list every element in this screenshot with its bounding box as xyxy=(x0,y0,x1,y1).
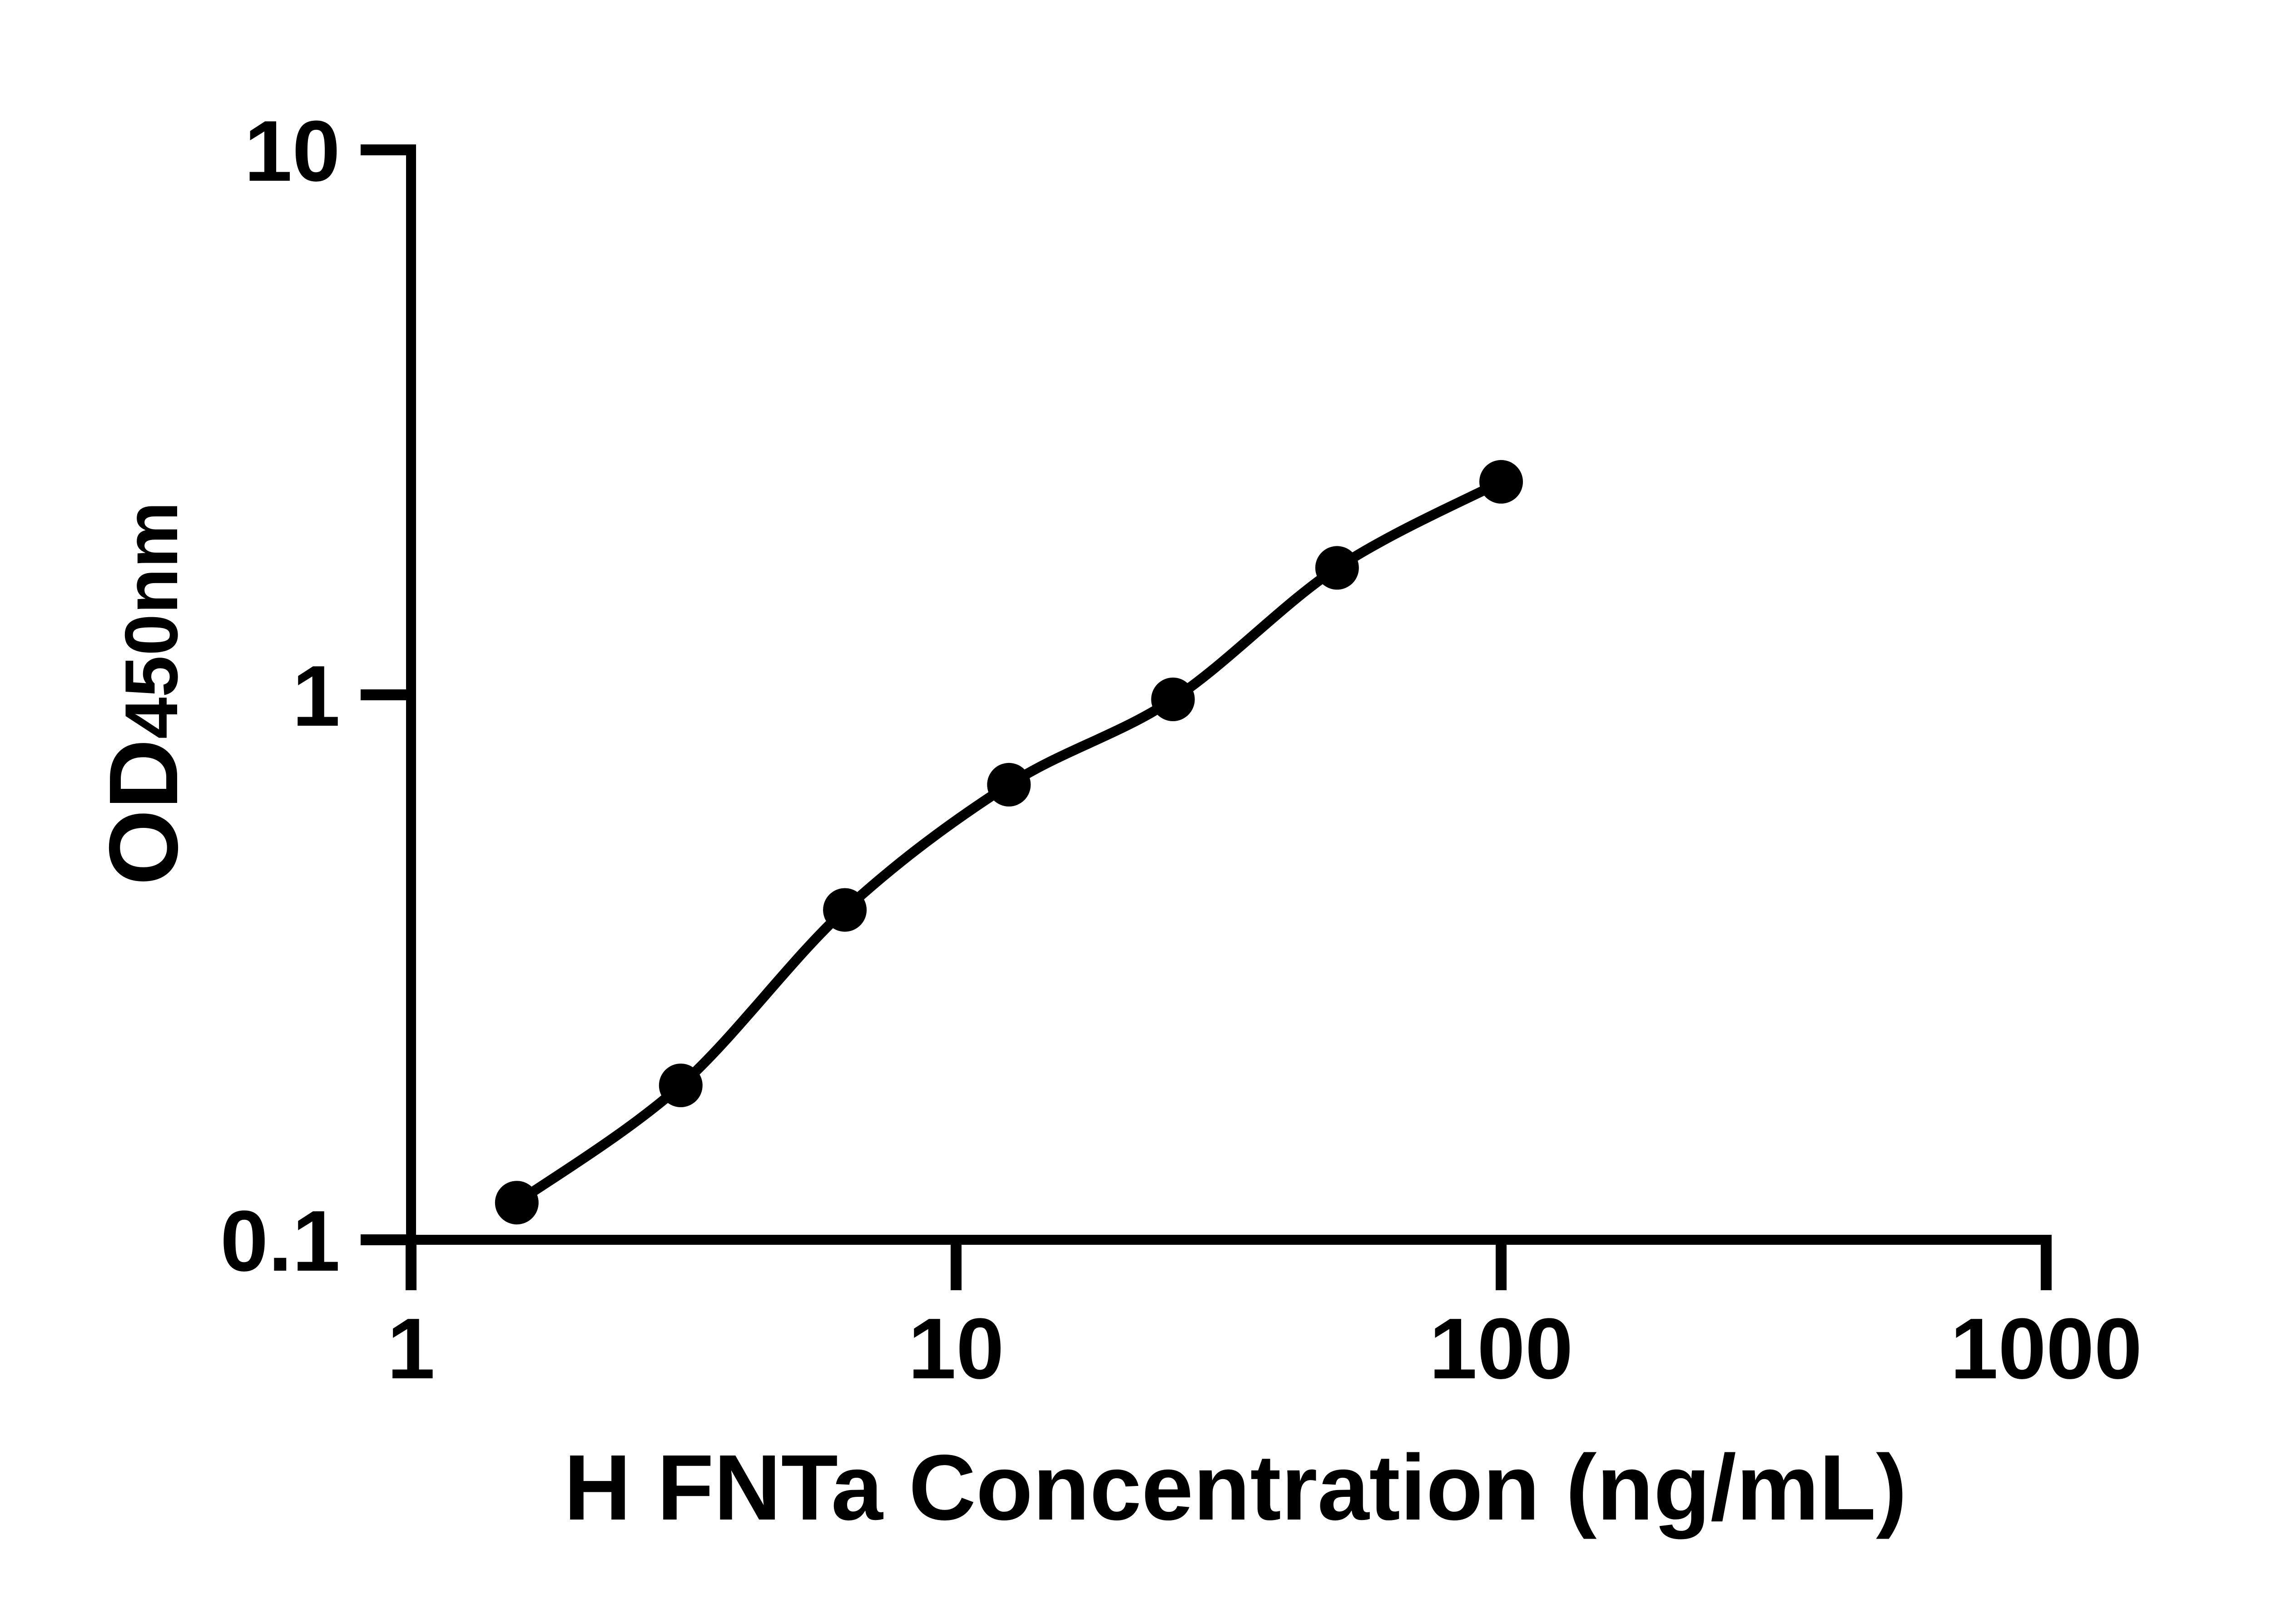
data-points xyxy=(495,460,1523,1225)
data-point-marker xyxy=(1315,546,1359,590)
axes xyxy=(406,144,2052,1245)
data-point-marker xyxy=(659,1064,703,1107)
y-axis-tick-labels: 0.1 1 10 xyxy=(220,103,340,1289)
data-point-marker xyxy=(1479,460,1523,504)
x-axis-ticks xyxy=(406,1240,2052,1290)
x-axis-title: H FNTa Concentration (ng/mL) xyxy=(564,1436,1907,1540)
y-axis-ticks xyxy=(361,144,411,1245)
y-axis-title-subscript: 450nm xyxy=(109,501,193,739)
x-tick-label: 1000 xyxy=(1950,1301,2142,1397)
y-tick-label: 0.1 xyxy=(220,1193,340,1289)
x-tick-label: 100 xyxy=(1429,1301,1573,1397)
x-axis-tick-labels: 1 10 100 1000 xyxy=(387,1301,2142,1397)
y-axis-title: OD450nm xyxy=(89,501,198,885)
y-tick-label: 1 xyxy=(292,648,340,744)
x-tick-label: 10 xyxy=(908,1301,1004,1397)
y-tick-label: 10 xyxy=(244,103,340,199)
data-point-marker xyxy=(495,1181,539,1225)
data-point-marker xyxy=(823,888,867,932)
data-point-marker xyxy=(987,762,1031,807)
y-axis-title-main: OD xyxy=(89,739,198,886)
x-tick-label: 1 xyxy=(387,1301,435,1397)
plot-area xyxy=(495,460,1523,1225)
data-point-marker xyxy=(1151,678,1195,721)
